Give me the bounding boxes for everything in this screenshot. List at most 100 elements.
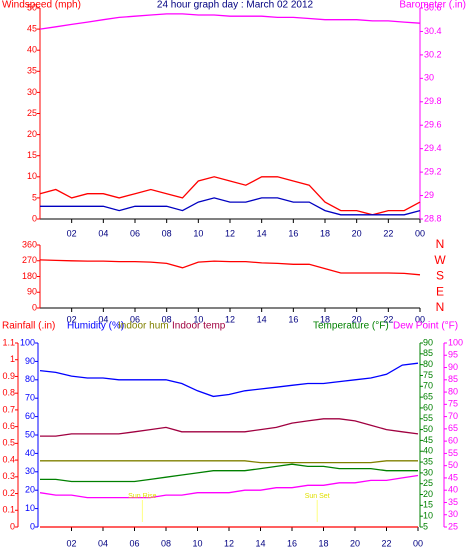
y-tick-label: 80	[25, 374, 35, 384]
x-tick-label: 04	[98, 228, 108, 238]
y-tick-label: N	[436, 300, 445, 314]
y-tick-label: 1.1	[2, 337, 15, 347]
x-tick-label: 00	[415, 314, 425, 324]
legend-entry: Rainfall (.in)	[2, 321, 55, 332]
y-tick-label: 95	[448, 350, 458, 360]
y-tick-label: 35	[423, 456, 433, 466]
x-tick-label: 18	[318, 538, 328, 548]
y-tick-label: 0.8	[2, 388, 15, 398]
x-tick-label: 20	[350, 538, 360, 548]
y-tick-label: 65	[448, 423, 458, 433]
x-tick-label: 14	[257, 314, 267, 324]
y-tick-label: 0.3	[2, 471, 15, 481]
y-tick-label: 29.2	[424, 166, 442, 176]
y-tick-label: 75	[448, 399, 458, 409]
series-line	[39, 474, 419, 499]
series-line	[40, 197, 421, 216]
y-tick-label: 5	[32, 192, 37, 202]
x-tick-label: 20	[352, 228, 362, 238]
y-tick-label: 70	[25, 393, 35, 403]
y-tick-label: 0	[32, 213, 37, 223]
x-tick-label: 08	[161, 538, 171, 548]
y-tick-label: 90	[423, 337, 433, 347]
series-line	[39, 259, 421, 276]
x-tick-label: 16	[287, 538, 297, 548]
axis-label: Windspeed (mph)	[2, 0, 81, 11]
y-tick-label: 50	[25, 429, 35, 439]
y-tick-label: 40	[448, 485, 458, 495]
y-tick-label: 60	[448, 436, 458, 446]
y-tick-label: 60	[423, 402, 433, 412]
chart-title: 24 hour graph day : March 02 2012	[157, 0, 314, 11]
y-tick-label: 5	[423, 521, 428, 531]
y-tick-label: 70	[423, 381, 433, 391]
y-tick-label: 20	[25, 485, 35, 495]
y-tick-label: 0.2	[2, 488, 15, 498]
y-tick-label: 90	[448, 362, 458, 372]
x-tick-label: 00	[415, 228, 425, 238]
y-tick-label: 0.5	[2, 438, 15, 448]
y-tick-label: 55	[423, 413, 433, 423]
series-line	[39, 176, 421, 216]
series-line	[40, 463, 418, 483]
x-tick-label: 10	[193, 314, 203, 324]
y-tick-label: 100	[448, 337, 463, 347]
y-tick-label: 45	[448, 472, 458, 482]
y-tick-label: 0.6	[2, 421, 15, 431]
y-tick-label: 45	[423, 435, 433, 445]
y-tick-label: 80	[448, 386, 458, 396]
y-tick-label: 0.4	[2, 454, 15, 464]
x-tick-label: 10	[193, 228, 203, 238]
x-tick-label: 22	[383, 228, 393, 238]
y-tick-label: 15	[27, 150, 37, 160]
y-tick-label: 28.8	[424, 213, 442, 223]
y-tick-label: 0.9	[2, 371, 15, 381]
y-tick-label: 20	[423, 489, 433, 499]
y-tick-label: 10	[27, 171, 37, 181]
x-tick-label: 04	[98, 314, 108, 324]
y-tick-label: 30	[27, 87, 37, 97]
y-tick-label: 30.4	[424, 26, 442, 36]
series-line	[40, 460, 418, 464]
legend-entry: Dew Point (°F)	[393, 321, 458, 332]
y-tick-label: 30	[423, 467, 433, 477]
y-tick-label: 50	[448, 460, 458, 470]
y-tick-label: 29.6	[424, 120, 442, 130]
y-tick-label: 75	[423, 370, 433, 380]
y-tick-label: 0	[10, 521, 15, 531]
y-tick-label: 20	[27, 129, 37, 139]
y-tick-label: 270	[22, 255, 37, 265]
y-tick-label: 25	[423, 478, 433, 488]
y-tick-label: 360	[22, 239, 37, 249]
legend-entry: Humidity (%)	[67, 321, 124, 332]
x-tick-label: 00	[413, 538, 423, 548]
y-tick-label: 0	[32, 302, 37, 312]
y-tick-label: 180	[22, 271, 37, 281]
x-tick-label: 14	[255, 538, 265, 548]
x-tick-label: 08	[162, 314, 172, 324]
legend-entry: Indoor temp	[172, 321, 226, 332]
y-tick-label: 50	[27, 2, 37, 12]
x-tick-label: 02	[66, 538, 76, 548]
x-tick-label: 04	[98, 538, 108, 548]
y-tick-label: 35	[27, 66, 37, 76]
y-tick-label: 1	[10, 354, 15, 364]
y-tick-label: 10	[25, 503, 35, 513]
y-tick-label: 0	[30, 521, 35, 531]
y-tick-label: 10	[423, 511, 433, 521]
y-tick-label: W	[434, 253, 446, 267]
x-tick-label: 02	[67, 228, 77, 238]
y-tick-label: 25	[448, 521, 458, 531]
y-tick-label: S	[436, 269, 444, 283]
y-tick-label: 30	[424, 73, 434, 83]
legend-entry: Indoor hum	[118, 321, 169, 332]
y-tick-label: 40	[25, 448, 35, 458]
x-tick-label: 16	[288, 228, 298, 238]
y-tick-label: 0.7	[2, 404, 15, 414]
y-tick-label: 40	[27, 45, 37, 55]
x-tick-label: 08	[162, 228, 172, 238]
y-tick-label: N	[436, 237, 445, 251]
y-tick-label: 85	[423, 348, 433, 358]
y-tick-label: 29.4	[424, 143, 442, 153]
